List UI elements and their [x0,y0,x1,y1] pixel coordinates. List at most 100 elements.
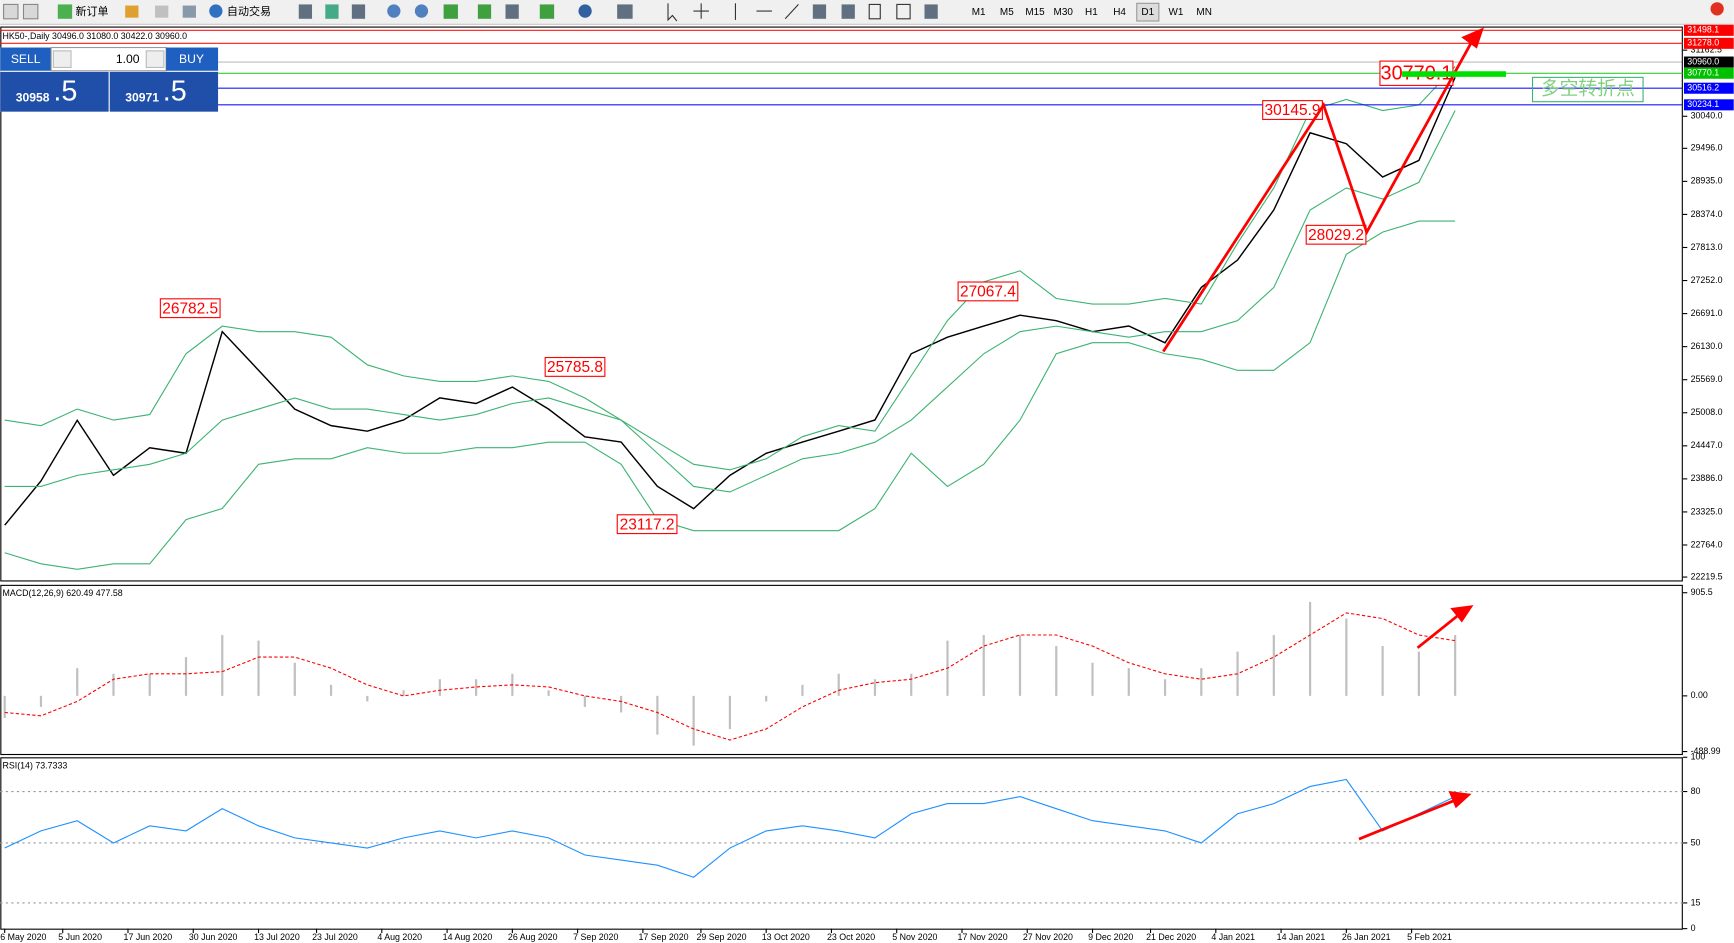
histogram-bar [801,684,804,696]
histogram-bar [184,657,188,696]
x-tick-label: 27 Nov 2020 [1023,932,1073,942]
x-tick-label: 4 Jan 2021 [1211,932,1255,942]
main-panel [0,26,1683,582]
x-tick-label: 14 Jan 2021 [1277,932,1326,942]
new-order-icon[interactable] [57,4,73,19]
toolbar-bg [0,0,1734,25]
x-tick-label: 4 Aug 2020 [377,932,422,942]
icon[interactable] [443,4,458,19]
y-tick-label: 50 [1691,837,1701,847]
annotation-box [616,514,678,535]
x-tick-label: 7 Sep 2020 [573,932,618,942]
timeframe-button[interactable]: M1 [972,7,986,18]
icon[interactable] [298,4,313,19]
buy-label[interactable]: BUY [179,52,204,66]
timeframe-button[interactable]: M30 [1054,7,1074,18]
histogram-bar [873,679,877,696]
icon[interactable] [22,3,39,20]
lots-down[interactable] [52,50,72,68]
histogram-bar [1454,635,1457,696]
y-tick-label: 23325.0 [1691,506,1723,516]
histogram-bar [293,662,296,696]
zoom-out[interactable] [414,4,429,18]
timeframe-button[interactable]: H4 [1113,7,1126,18]
icon[interactable] [617,4,633,19]
level-label-bg [1683,82,1734,94]
sell-button[interactable] [0,47,52,71]
text-tool[interactable] [868,3,881,20]
icon[interactable] [182,5,196,18]
y-tick-label: 80 [1691,786,1701,796]
histogram-bar [402,690,405,696]
timeframe-button[interactable]: M15 [1025,7,1045,18]
x-tick-label: 17 Jun 2020 [124,932,173,942]
plot-layer: 31162.5 30040.0 29496.0 28935.0 28374.0 27813… [0,24,1734,942]
icon[interactable] [578,4,592,18]
y-tick-label: 25569.0 [1691,374,1723,384]
annotation-label: 25785.8 [547,359,603,376]
timeframe-button[interactable]: D1 [1141,7,1154,18]
auto-trading-button[interactable]: 自动交易 [227,4,271,18]
icon[interactable] [505,4,519,19]
histogram-bar [1345,618,1348,696]
timeframe-button[interactable]: H1 [1085,7,1098,18]
series-line [4,778,1456,878]
icon[interactable] [539,4,555,19]
sell-price-box[interactable] [0,71,109,112]
histogram-bar [910,673,913,696]
note-text: 多空转折点 [1541,78,1635,99]
x-tick-label: 13 Oct 2020 [762,932,810,942]
cursor-tool[interactable] [667,3,678,22]
x-tick-label: 30 Jun 2020 [189,932,238,942]
trendline-tool[interactable] [784,4,799,20]
level-label-bg [1683,24,1734,36]
histogram-bar [112,673,115,696]
level-label-bg [1683,56,1734,68]
icon[interactable] [3,3,19,20]
zoom-in[interactable] [387,4,401,18]
icon[interactable] [325,4,339,19]
y-tick-label: 28935.0 [1691,176,1723,186]
new-order-button[interactable]: 新订单 [75,4,108,18]
buy-price-box[interactable] [109,71,219,112]
ask-price[interactable]: 30971 [125,91,159,105]
histogram-bar [1272,635,1275,696]
x-tick-label: 17 Nov 2020 [958,932,1008,942]
icon[interactable] [125,5,139,18]
lots-up[interactable] [145,50,165,68]
icon[interactable] [351,4,366,19]
bid-pips[interactable]: .5 [53,75,77,107]
timeframe-button[interactable]: W1 [1169,7,1184,18]
series-line [4,612,1456,741]
lots-value[interactable]: 1.00 [116,52,140,66]
bid-price[interactable]: 30958 [16,91,50,105]
label-tool[interactable] [896,3,911,20]
crosshair-tool[interactable] [693,3,709,19]
timeframe-button[interactable]: M5 [1000,7,1014,18]
notification[interactable] [1710,2,1724,16]
histogram-bar [438,679,441,696]
ask-pips[interactable]: .5 [163,75,187,107]
icon[interactable] [477,4,492,19]
auto-trading-icon[interactable] [209,4,223,18]
histogram-bar [1200,668,1203,696]
histogram-bar [1163,679,1167,696]
buy-button[interactable] [166,47,219,71]
x-tick-label: 17 Sep 2020 [638,932,688,942]
histogram-bar [547,690,550,696]
icon[interactable] [841,4,855,19]
histogram-bar [257,640,260,696]
series-line [4,65,1456,471]
annotation-box [159,298,221,319]
timeframe-button[interactable]: MN [1196,7,1211,18]
icon[interactable] [924,4,938,19]
icon[interactable] [155,5,169,18]
icon[interactable] [812,4,827,19]
x-tick-label: 26 Jan 2021 [1342,932,1391,942]
sell-label[interactable]: SELL [11,52,41,66]
y-tick-label: 28374.0 [1691,209,1723,219]
histogram-bar [329,684,333,696]
y-tick-label: 24447.0 [1691,440,1723,450]
